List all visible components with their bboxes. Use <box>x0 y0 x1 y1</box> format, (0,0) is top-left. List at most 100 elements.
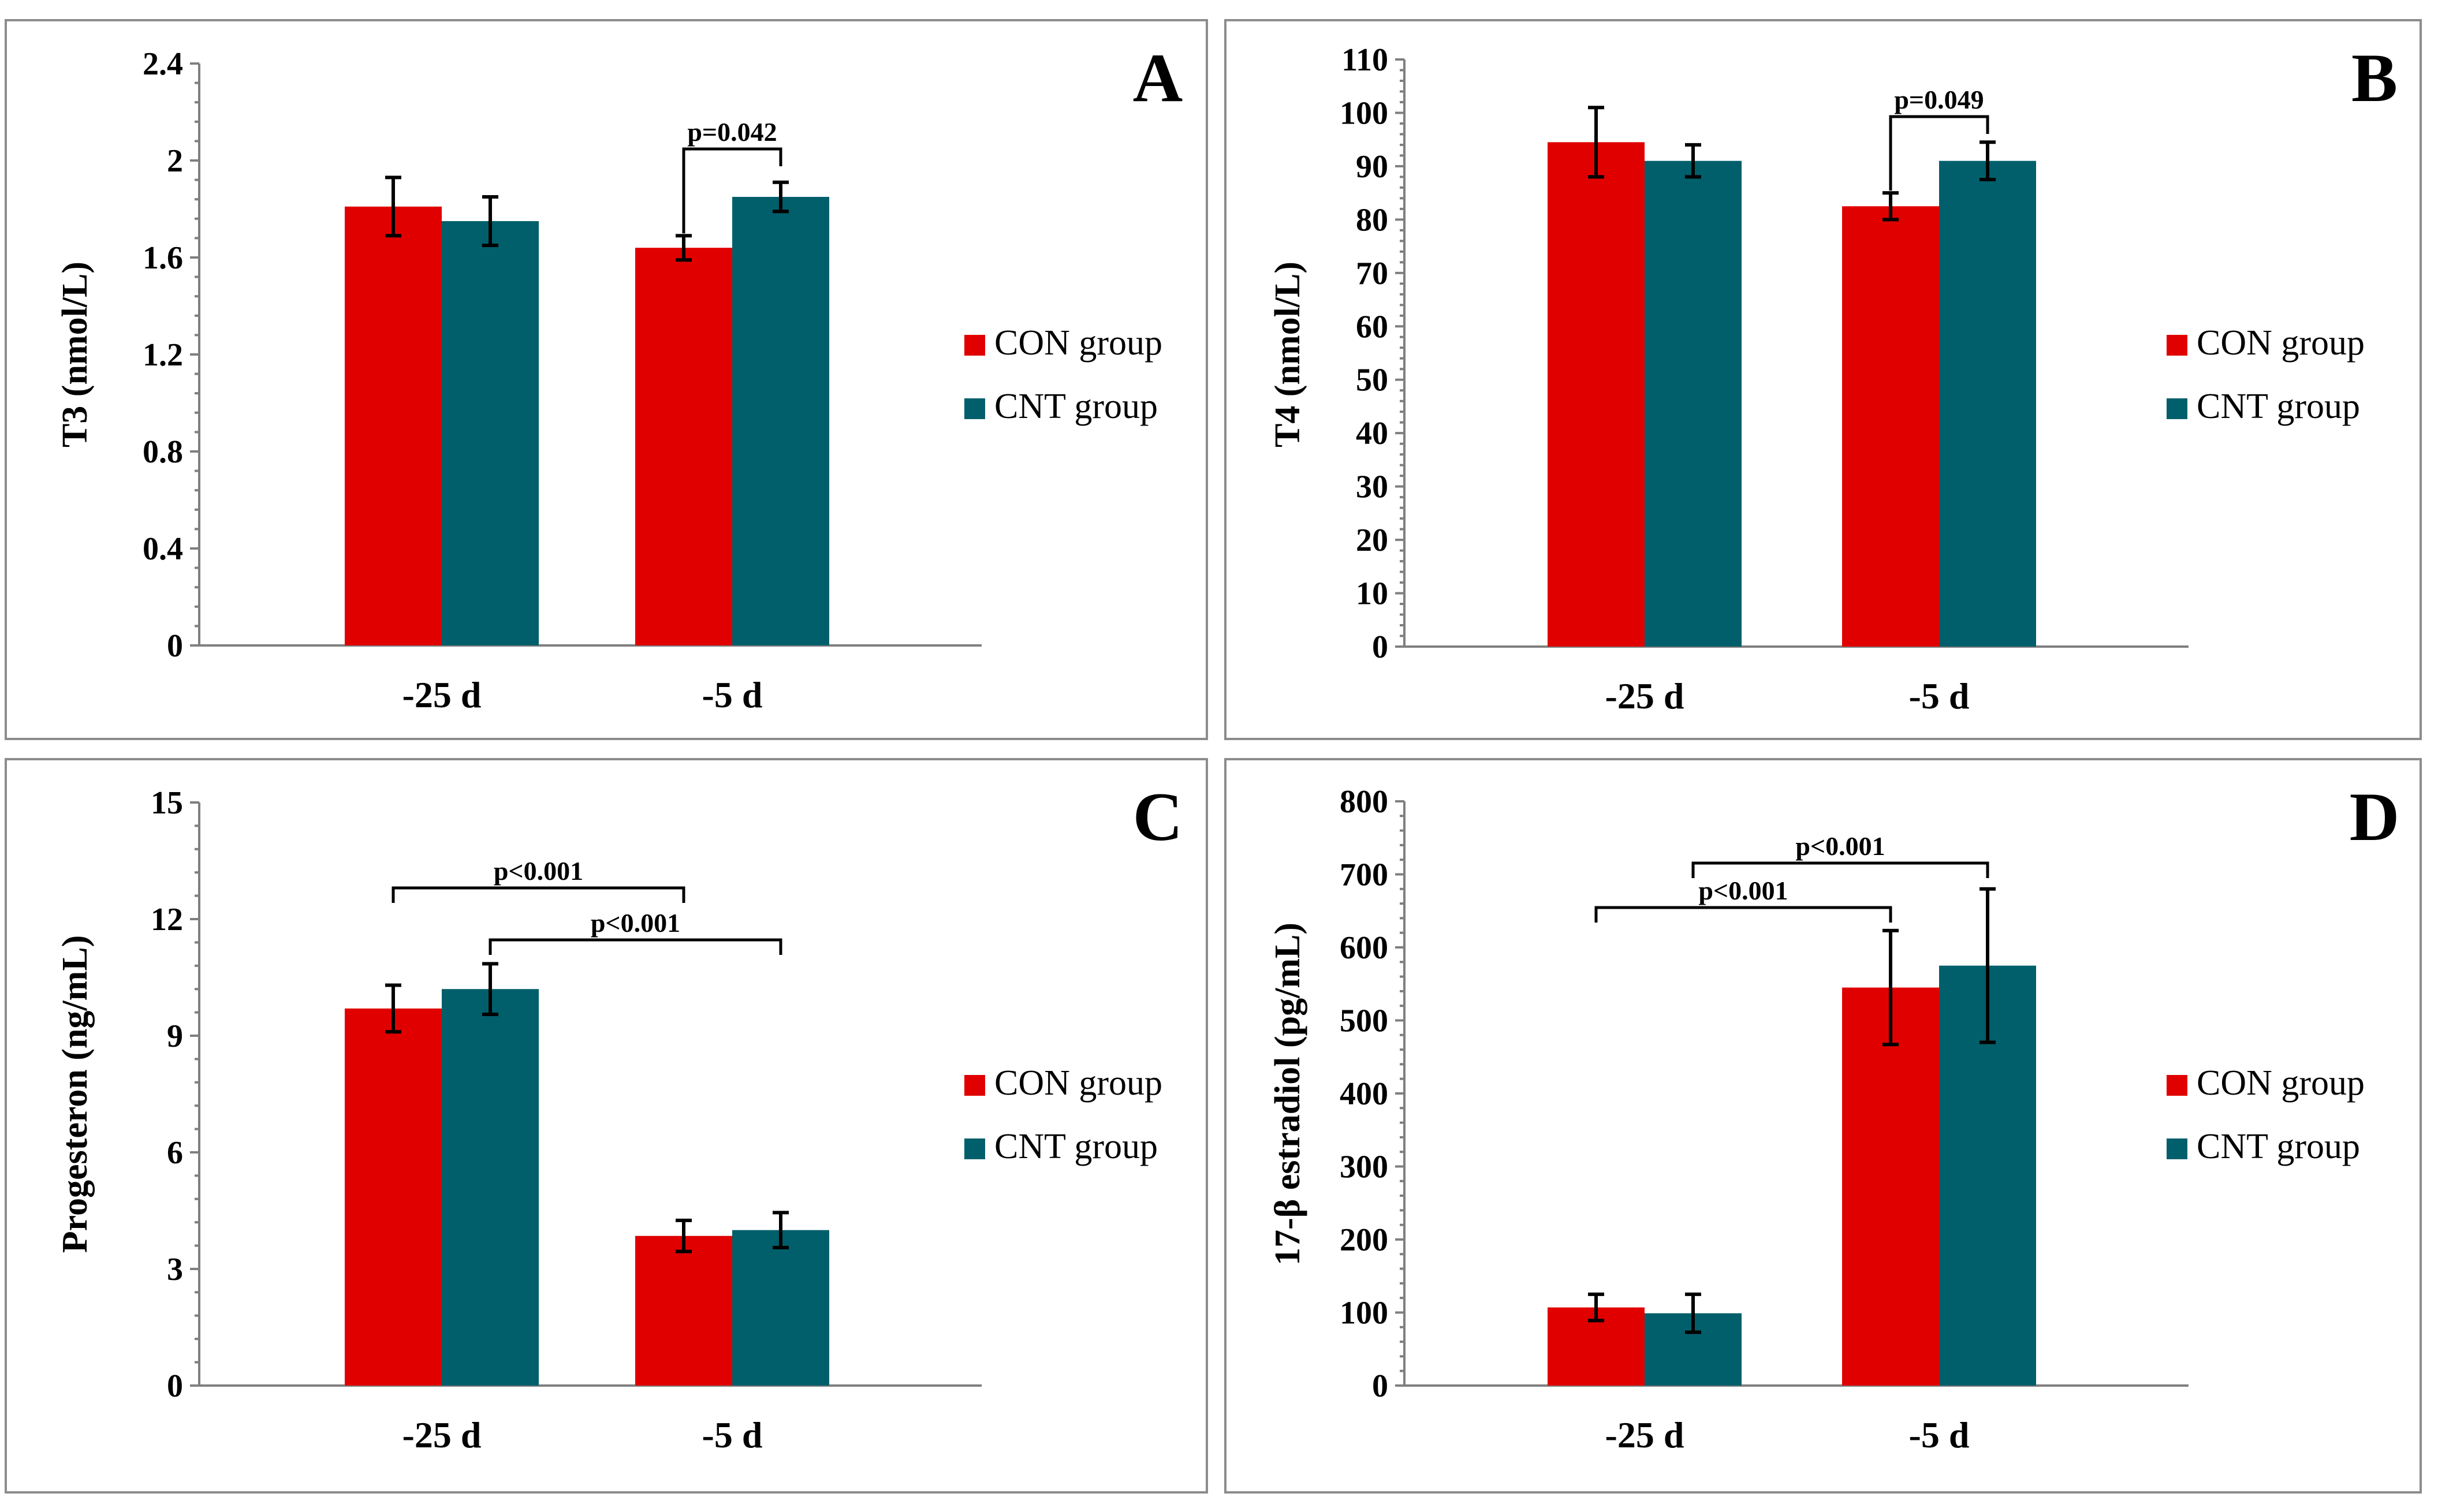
y-tick-label: 700 <box>1340 857 1388 893</box>
legend-label: CNT group <box>2197 1127 2360 1166</box>
bar-cnt <box>732 197 829 645</box>
panel-frame <box>1224 758 2422 1494</box>
panel-letter: C <box>1133 778 1183 855</box>
legend-label: CON group <box>994 1063 1162 1103</box>
y-tick-label: 2.4 <box>143 46 183 82</box>
significance-bracket <box>1691 861 1989 878</box>
significance-label: p<0.001 <box>591 908 680 938</box>
bar-cnt <box>1939 160 2036 647</box>
legend-label: CON group <box>2197 323 2365 363</box>
y-tick-label: 40 <box>1356 416 1388 451</box>
legend-label: CON group <box>994 323 1162 363</box>
y-tick-label: 50 <box>1356 363 1388 398</box>
bar-con <box>1842 206 1939 647</box>
panel-c: 0 3 6 9 12 15 Progesteron (ng/mL) -25 d -5 d p<0.… <box>5 758 1208 1494</box>
x-category-label: -25 d <box>1605 675 1684 716</box>
significance-bracket <box>392 886 685 903</box>
significance-label: p=0.042 <box>687 117 777 147</box>
legend-swatch-con <box>964 1075 985 1096</box>
y-tick-label: 12 <box>151 902 183 938</box>
bar-cnt <box>442 989 539 1386</box>
bar-con <box>1842 987 1939 1386</box>
legend-label: CNT group <box>994 1127 1158 1166</box>
legend-swatch-cnt <box>964 398 985 419</box>
bar-con <box>635 1235 732 1386</box>
y-tick-label: 10 <box>1356 576 1388 612</box>
significance-bracket <box>682 147 782 234</box>
bar-cnt <box>1645 160 1742 647</box>
significance-bracket <box>1594 906 1892 923</box>
panel-frame <box>5 19 1208 740</box>
bar-cnt <box>442 221 539 645</box>
panel-letter: A <box>1133 39 1183 116</box>
panel-d: 0 100 200 300 400 500 600 700 800 17-β estradiol … <box>1224 758 2422 1494</box>
panel-letter: D <box>2350 778 2400 855</box>
x-category-label: -25 d <box>402 674 482 715</box>
y-tick-label: 70 <box>1356 256 1388 292</box>
panel-b: 0 10 20 30 40 50 60 70 80 90 100 110 T4 (nmol/L) -25 … <box>1224 19 2422 740</box>
y-tick-label: 600 <box>1340 930 1388 966</box>
y-tick-label: 1.2 <box>143 337 183 373</box>
panel-a: 0 0.4 0.8 1.2 1.6 2 2.4 T3 (nmol/L) -25 d -5 d p=0… <box>5 19 1208 740</box>
y-axis-title: Progesteron (ng/mL) <box>55 935 95 1253</box>
significance-label: p<0.001 <box>1795 831 1885 861</box>
legend-label: CNT group <box>994 387 1158 426</box>
x-category-label: -25 d <box>1605 1414 1684 1455</box>
y-tick-label: 0 <box>167 1368 183 1404</box>
y-tick-label: 15 <box>151 785 183 821</box>
bar-con <box>345 206 442 645</box>
bar-con <box>345 1008 442 1386</box>
y-tick-label: 100 <box>1340 1296 1388 1331</box>
y-tick-label: 110 <box>1341 42 1388 78</box>
y-tick-label: 0.8 <box>143 434 183 470</box>
panel-frame <box>1224 19 2422 740</box>
legend-label: CON group <box>2197 1063 2365 1103</box>
legend-swatch-con <box>2167 1075 2187 1096</box>
legend-label: CNT group <box>2197 387 2360 426</box>
y-tick-label: 0 <box>167 628 183 664</box>
y-tick-label: 0.4 <box>143 531 183 567</box>
y-tick-label: 1.6 <box>143 240 183 276</box>
y-axis-title: T4 (nmol/L) <box>1268 262 1307 447</box>
y-tick-label: 300 <box>1340 1149 1388 1185</box>
y-tick-label: 9 <box>167 1018 183 1054</box>
y-tick-label: 2 <box>167 143 183 179</box>
x-category-label: -5 d <box>702 1414 763 1455</box>
y-tick-label: 30 <box>1356 469 1388 505</box>
significance-bracket <box>1889 115 1989 191</box>
y-tick-label: 20 <box>1356 522 1388 558</box>
y-axis-title: T3 (nmol/L) <box>55 262 95 447</box>
y-tick-label: 6 <box>167 1135 183 1171</box>
y-tick-label: 90 <box>1356 149 1388 185</box>
legend-swatch-con <box>964 335 985 356</box>
significance-label: p<0.001 <box>1698 876 1788 905</box>
y-tick-label: 800 <box>1340 784 1388 820</box>
x-category-label: -5 d <box>1909 1414 1970 1455</box>
panel-letter: B <box>2351 39 2398 116</box>
x-category-label: -25 d <box>402 1414 482 1455</box>
significance-label: p=0.049 <box>1894 85 1984 114</box>
significance-bracket <box>489 938 782 955</box>
legend-swatch-cnt <box>2167 1138 2187 1159</box>
y-tick-label: 0 <box>1372 629 1388 665</box>
legend-swatch-cnt <box>964 1138 985 1159</box>
significance-label: p<0.001 <box>494 856 583 886</box>
legend-swatch-cnt <box>2167 398 2187 419</box>
y-axis-title: 17-β estradiol (pg/mL) <box>1268 923 1307 1265</box>
legend-swatch-con <box>2167 335 2187 356</box>
x-category-label: -5 d <box>702 674 763 715</box>
x-category-label: -5 d <box>1909 675 1970 716</box>
y-tick-label: 60 <box>1356 309 1388 345</box>
y-tick-label: 200 <box>1340 1222 1388 1258</box>
bar-con <box>635 248 732 645</box>
y-tick-label: 3 <box>167 1252 183 1287</box>
bar-cnt <box>732 1230 829 1386</box>
bar-con <box>1548 142 1645 647</box>
y-tick-label: 80 <box>1356 202 1388 238</box>
y-tick-label: 500 <box>1340 1003 1388 1039</box>
panel-frame <box>5 758 1208 1494</box>
y-tick-label: 400 <box>1340 1076 1388 1112</box>
y-tick-label: 100 <box>1340 95 1388 131</box>
